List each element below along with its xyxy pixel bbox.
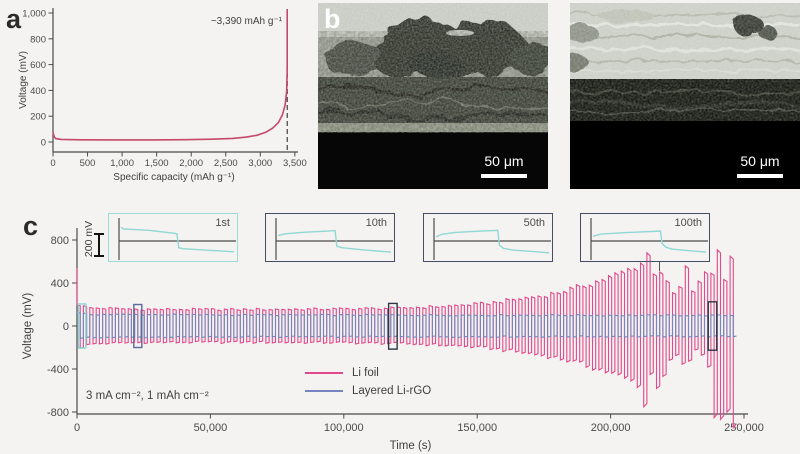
a-y-tick-label: 200 [30, 112, 46, 123]
legend-line-li-foil [305, 372, 343, 374]
inset-chart-50th [433, 218, 551, 260]
a-y-tick-label: 800 [30, 34, 46, 45]
scale-bar-left [481, 174, 527, 178]
c-x-tick-label: 0 [74, 422, 80, 434]
inset-100th-pointer [659, 262, 660, 271]
scale-bar-label-left: 50 μm [484, 153, 524, 169]
a-x-tick-label: 1,000 [110, 158, 134, 169]
a-x-tick-label: 3,000 [248, 158, 272, 169]
a-y-tick-label: 400 [30, 86, 46, 97]
c-cycle-marker-100th [707, 301, 718, 351]
inset-label-50th: 50th [523, 217, 545, 229]
inset-voltage-trace [277, 229, 392, 253]
inset-voltage-trace [120, 226, 235, 253]
c-cycle-marker-50th [387, 302, 398, 350]
c-x-tick-label: 200,000 [591, 422, 631, 434]
inset-voltage-trace [592, 230, 707, 253]
c-x-tick-label: 150,000 [457, 422, 497, 434]
c-x-tick-label: 50,000 [194, 422, 228, 434]
sem-image-left [318, 3, 548, 189]
c-cycle-marker-10th [133, 303, 143, 349]
inset-chart-10th [275, 218, 393, 260]
c-x-tick-label: 100,000 [324, 422, 364, 434]
inset-cycle-10th: 10th [265, 213, 395, 262]
panel-c-label: c [23, 211, 39, 241]
legend-label-layered-li-rgo: Layered Li-rGO [352, 385, 432, 397]
c-xlabel: Time (s) [390, 440, 432, 452]
c-y-tick-label: 800 [51, 235, 69, 247]
a-y-tick-label: 1,000 [22, 9, 46, 20]
inset-label-1st: 1st [215, 217, 230, 229]
legend-label-li-foil: Li foil [352, 367, 379, 379]
a-x-tick-label: 1,500 [145, 158, 169, 169]
panel-a-label: a [6, 4, 22, 34]
c-y-tick-label: -400 [47, 364, 69, 376]
inset-chart-1st [118, 218, 236, 260]
c-trace-layered-li-rgo [76, 311, 737, 339]
legend-row-layered-li-rgo: Layered Li-rGO [305, 382, 431, 400]
inset-cycle-50th: 50th [423, 213, 553, 262]
a-ylabel: Voltage (mV) [18, 51, 29, 109]
a-x-tick-label: 2,000 [179, 158, 203, 169]
a-x-tick-label: 3,500 [283, 158, 307, 169]
inset-chart-100th [590, 218, 708, 260]
inset-cycle-1st: 1st [108, 213, 238, 262]
a-x-tick-label: 500 [80, 158, 96, 169]
c-x-tick-label: 250,000 [724, 422, 764, 434]
panel-c-ylabel: Voltage (mV) [22, 292, 34, 360]
thickness-highlight-line-bottom [318, 118, 800, 120]
capacity-voltage-chart: 0 200 400 600 800 1,000 0 500 1,000 1,500 2,000 2,5… [18, 8, 307, 183]
thickness-highlight-line-top [318, 74, 800, 76]
cycling-voltage-chart: 800 400 0 -400 -800 0 50,000 100,000 150,000 200,… [47, 228, 764, 452]
legend-line-layered-li-rgo [305, 390, 343, 392]
legend-row-li-foil: Li foil [305, 364, 431, 382]
a-voltage-curve [52, 9, 288, 141]
sem-image-right [570, 3, 800, 189]
scale-bar-right [737, 174, 783, 178]
c-cycle-marker-1st [77, 303, 87, 349]
test-condition-annotation: 3 mA cm⁻², 1 mAh cm⁻² [86, 390, 209, 402]
inset-scale-bracket [94, 233, 104, 257]
c-y-tick-label: 0 [63, 321, 69, 333]
inset-cycle-100th: 100th [580, 213, 710, 262]
c-y-tick-label: 400 [51, 278, 69, 290]
a-y-tick-label: 0 [41, 138, 46, 149]
legend: Li foil Layered Li-rGO [305, 364, 431, 400]
a-y-tick-label: 600 [30, 60, 46, 71]
inset-label-100th: 100th [674, 217, 702, 229]
inset-label-10th: 10th [365, 217, 387, 229]
c-y-tick-label: -800 [47, 407, 69, 419]
panel-b-label: b [324, 4, 341, 34]
a-xlabel: Specific capacity (mAh g⁻¹) [113, 172, 234, 183]
a-annotation: ~3,390 mAh g⁻¹ [211, 16, 283, 27]
a-x-tick-label: 0 [50, 158, 55, 169]
scale-bar-label-right: 50 μm [740, 153, 780, 169]
a-x-tick-label: 2,500 [214, 158, 238, 169]
inset-voltage-trace [435, 229, 550, 254]
